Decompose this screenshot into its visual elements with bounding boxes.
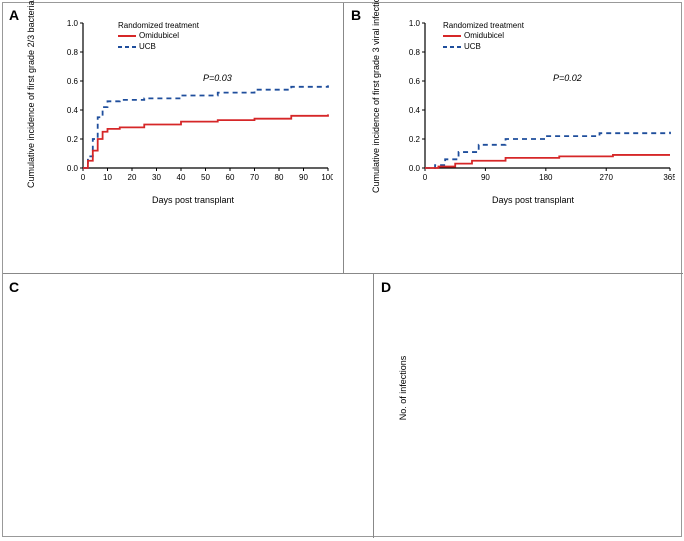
figure-container: A Cumulative incidence of first grade 2/…	[2, 2, 682, 537]
svg-text:0.0: 0.0	[67, 164, 79, 173]
svg-text:0: 0	[423, 173, 428, 182]
svg-text:50: 50	[201, 173, 210, 182]
svg-text:270: 270	[600, 173, 614, 182]
vertical-divider-top	[343, 3, 344, 273]
panel-a-pvalue: P=0.03	[203, 73, 232, 83]
panel-a-legend: Randomized treatment Omidubicel UCB	[118, 21, 199, 52]
svg-text:0.2: 0.2	[409, 135, 421, 144]
svg-text:40: 40	[177, 173, 186, 182]
svg-text:180: 180	[539, 173, 553, 182]
svg-text:100: 100	[321, 173, 333, 182]
panel-b-xlabel: Days post transplant	[473, 195, 593, 205]
panel-b-legend-title: Randomized treatment	[443, 21, 524, 31]
legend-label: Omidubicel	[139, 31, 179, 40]
vertical-divider-bottom	[373, 273, 374, 538]
svg-text:60: 60	[226, 173, 235, 182]
panel-b-legend: Randomized treatment Omidubicel UCB	[443, 21, 524, 52]
panel-a-label: A	[9, 7, 19, 23]
legend-item-omidubicel: Omidubicel	[118, 31, 199, 41]
svg-text:0.2: 0.2	[67, 135, 79, 144]
svg-text:0.4: 0.4	[67, 106, 79, 115]
svg-text:0.8: 0.8	[67, 48, 79, 57]
legend-label: UCB	[464, 42, 481, 51]
svg-text:10: 10	[103, 173, 112, 182]
legend-item-ucb: UCB	[443, 42, 524, 52]
panel-b-pvalue: P=0.02	[553, 73, 582, 83]
legend-item-omidubicel: Omidubicel	[443, 31, 524, 41]
legend-item-ucb: UCB	[118, 42, 199, 52]
svg-text:365: 365	[663, 173, 675, 182]
panel-c-forest	[13, 288, 368, 533]
svg-text:90: 90	[481, 173, 490, 182]
svg-text:0.0: 0.0	[409, 164, 421, 173]
panel-a-ylabel: Cumulative incidence of first grade 2/3 …	[26, 28, 36, 188]
panel-a-legend-title: Randomized treatment	[118, 21, 199, 31]
panel-b-chart: 0.0 0.2 0.4 0.6 0.8 1.0 0 90 180 270 365	[395, 18, 675, 193]
svg-text:90: 90	[299, 173, 308, 182]
svg-text:1.0: 1.0	[67, 19, 79, 28]
panel-b-label: B	[351, 7, 361, 23]
legend-label: UCB	[139, 42, 156, 51]
legend-label: Omidubicel	[464, 31, 504, 40]
svg-text:70: 70	[250, 173, 259, 182]
panel-b-ylabel: Cumulative incidence of first grade 3 vi…	[371, 23, 381, 193]
panel-a-xlabel: Days post transplant	[133, 195, 253, 205]
svg-text:1.0: 1.0	[409, 19, 421, 28]
svg-text:0.8: 0.8	[409, 48, 421, 57]
svg-text:0.6: 0.6	[409, 77, 421, 86]
horizontal-divider	[3, 273, 683, 274]
panel-d-barchart	[403, 283, 678, 533]
panel-a-ylabel-text: Cumulative incidence of first grade 2/3 …	[26, 0, 36, 188]
svg-text:30: 30	[152, 173, 161, 182]
svg-text:80: 80	[275, 173, 284, 182]
svg-text:0.4: 0.4	[409, 106, 421, 115]
svg-text:0.6: 0.6	[67, 77, 79, 86]
panel-d-label: D	[381, 279, 391, 295]
svg-text:20: 20	[128, 173, 137, 182]
svg-text:0: 0	[81, 173, 86, 182]
